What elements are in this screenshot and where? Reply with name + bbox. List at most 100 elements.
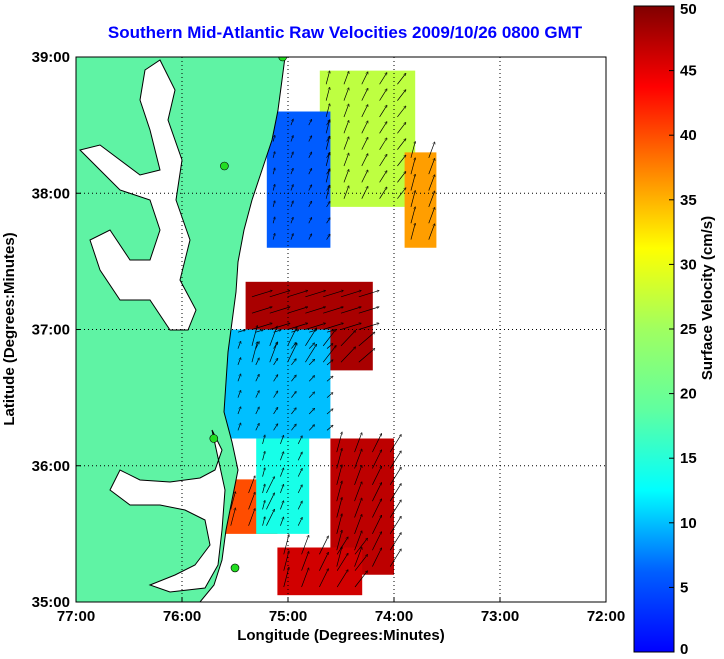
velocity-vector: [354, 498, 362, 518]
velocity-vector: [336, 498, 342, 518]
chesapeake-bay: [79, 59, 197, 331]
velocity-vector: [297, 436, 302, 445]
x-tick-label: 77:00: [57, 608, 95, 625]
radar-site-marker-3: [209, 434, 219, 443]
velocity-vector: [255, 391, 259, 398]
velocity-vector: [291, 359, 296, 366]
velocity-vector: [255, 358, 259, 366]
velocity-vector: [269, 326, 277, 346]
velocity-vector: [297, 452, 302, 461]
velocity-vector: [343, 137, 349, 150]
velocity-vector: [358, 307, 379, 314]
velocity-vector: [272, 152, 275, 158]
velocity-vector: [308, 185, 312, 191]
velocity-vector: [389, 467, 401, 486]
gridlines: [76, 57, 606, 602]
velocity-vector: [322, 329, 336, 347]
velocity-vector: [343, 170, 349, 183]
velocity-vector: [322, 346, 336, 363]
velocity-vector: [308, 169, 312, 175]
velocity-vector: [340, 347, 355, 363]
x-tick-label: 74:00: [375, 608, 413, 625]
velocity-vector: [428, 224, 435, 240]
velocity-vector: [290, 136, 293, 142]
velocity-vector: [255, 330, 263, 333]
velocity-vector: [273, 342, 278, 349]
velocity-vector: [308, 136, 312, 142]
velocity-vector: [319, 569, 328, 588]
velocity-vector: [301, 568, 309, 588]
velocity-vector: [336, 554, 348, 571]
velocity-vector: [428, 175, 435, 191]
velocity-vector: [323, 291, 343, 298]
velocity-vector: [297, 469, 302, 477]
velocity-vector: [336, 530, 342, 551]
velocity-vector: [237, 391, 241, 398]
velocity-vector: [291, 375, 296, 382]
velocity-vector: [372, 548, 381, 567]
velocity-vector: [361, 170, 368, 183]
velocity-vector: [272, 234, 275, 240]
velocity-region-virginia-shelf: [213, 329, 331, 439]
velocity-vector: [389, 451, 401, 469]
velocity-vector: [283, 551, 289, 571]
velocity-vector: [290, 119, 293, 126]
velocity-vector: [372, 434, 381, 453]
velocity-vector: [336, 449, 342, 469]
velocity-vector: [262, 452, 265, 461]
velocity-vector: [326, 234, 330, 240]
velocity-vector: [272, 217, 275, 224]
velocity-vector: [287, 327, 297, 347]
velocity-vector: [379, 187, 387, 199]
velocity-vector: [251, 342, 257, 363]
velocity-vector: [326, 376, 333, 382]
y-axis-ticks: 39:00 38:00 37:00 36:00 35:00: [32, 49, 81, 611]
velocity-vector: [343, 186, 349, 199]
colorbar-tick-label: 30: [680, 256, 697, 273]
velocity-vector: [273, 424, 278, 431]
velocity-vector: [410, 158, 415, 175]
velocity-vector: [361, 105, 368, 118]
velocity-vector: [389, 500, 401, 518]
velocity-vector: [290, 201, 293, 207]
velocity-vector: [354, 555, 367, 571]
velocity-vector: [301, 552, 309, 571]
velocity-vector: [340, 307, 361, 314]
velocity-vector: [230, 508, 236, 526]
velocity-vector: [309, 330, 316, 333]
velocity-vector: [372, 499, 381, 518]
velocity-vector: [301, 535, 309, 555]
velocity-vector: [273, 391, 278, 398]
velocity-vector: [237, 374, 241, 382]
velocity-vector: [308, 218, 312, 224]
velocity-vector: [397, 155, 405, 167]
velocity-vector: [297, 485, 302, 494]
velocity-vector: [410, 207, 415, 224]
x-tick-label: 72:00: [587, 608, 625, 625]
velocity-vector: [428, 142, 435, 158]
velocity-vector: [237, 423, 241, 431]
velocity-vector: [305, 323, 325, 330]
x-tick-label: 75:00: [269, 608, 307, 625]
velocity-vector: [372, 516, 381, 535]
velocity-vector: [308, 376, 314, 382]
velocity-vector: [272, 168, 275, 175]
velocity-vector: [336, 537, 348, 555]
velocity-vector: [372, 450, 381, 469]
velocity-vector: [323, 307, 343, 314]
velocity-vector: [358, 323, 379, 330]
velocity-vector: [280, 436, 283, 445]
y-tick-label: 39:00: [32, 49, 70, 66]
velocity-region-nearshore-maryland: [266, 111, 331, 248]
velocity-vector: [272, 201, 275, 207]
velocity-vector: [269, 343, 277, 363]
velocity-vector: [290, 185, 293, 191]
velocity-vector: [287, 323, 308, 330]
velocity-vector: [325, 104, 329, 118]
velocity-vector: [397, 74, 405, 85]
velocity-vector: [379, 171, 387, 183]
velocity-vector: [237, 358, 241, 366]
y-tick-label: 37:00: [32, 322, 70, 339]
colorbar-tick-label: 15: [680, 450, 697, 467]
